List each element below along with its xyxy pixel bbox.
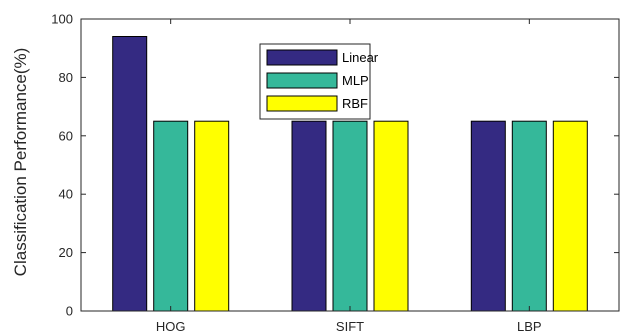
bar-lbp-linear [470,120,506,312]
y-tick-label: 60 [59,128,73,143]
legend: Linear MLP RBF [259,43,379,120]
axes-group: HOG SIFT LBP 0 20 40 60 80 100 [51,12,620,334]
x-tick-label: HOG [156,319,186,334]
y-tick-label: 40 [59,187,73,202]
legend-label-linear: Linear [342,50,379,65]
bar-lbp-rbf [552,120,588,312]
y-tick-label: 80 [59,70,73,85]
legend-label-mlp: MLP [342,73,369,88]
bar-lbp-mlp [511,120,547,312]
legend-swatch-linear [266,49,338,66]
bars-group [112,36,588,312]
y-axis-title: Classification Performance(%) [11,48,30,277]
bar-sift-mlp [332,120,368,312]
bar-hog-mlp [153,120,189,312]
x-tick-label: SIFT [336,319,364,334]
y-tick-label: 0 [66,304,73,319]
bar-hog-rbf [194,120,230,312]
legend-swatch-mlp [266,72,338,89]
y-tick-label: 20 [59,245,73,260]
legend-swatch-rbf [266,95,338,112]
x-tick-label: LBP [517,319,542,334]
bar-sift-linear [291,120,327,312]
bar-sift-rbf [373,120,409,312]
bar-hog-linear [112,36,148,312]
legend-label-rbf: RBF [342,96,368,111]
y-tick-label: 100 [51,12,73,27]
